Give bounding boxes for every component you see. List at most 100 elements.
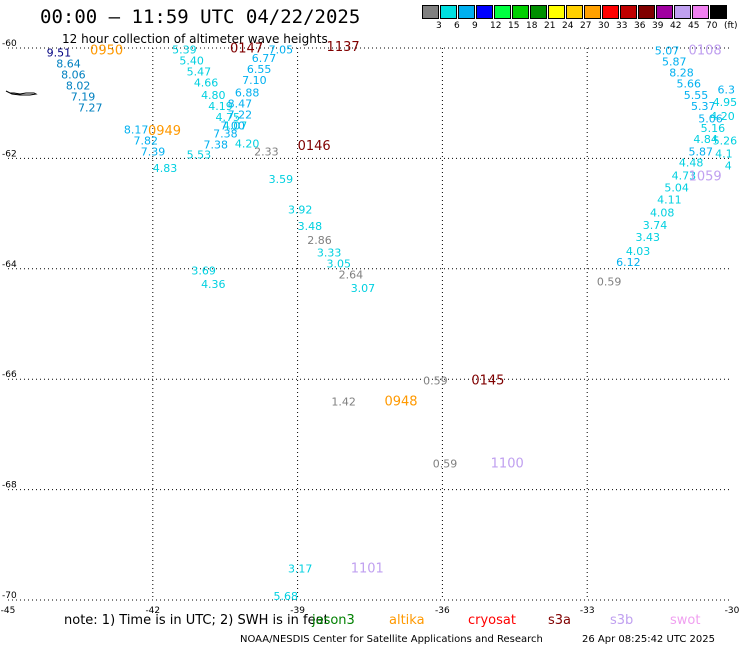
swh-value: 7.27 <box>78 101 103 114</box>
legend-label: 18 <box>526 21 538 31</box>
legend-swatch <box>458 5 475 19</box>
legend-label: 12 <box>490 21 502 31</box>
swh-value: 3.33 <box>317 247 342 260</box>
swh-value: 5.68 <box>273 590 298 603</box>
swh-value: 4.08 <box>650 206 675 219</box>
swh-value: 4.73 <box>672 169 697 182</box>
legend-label: 30 <box>598 21 610 31</box>
swh-value: 6.77 <box>252 52 277 65</box>
swh-value: 4.48 <box>679 157 704 170</box>
y-tick-label: -60 <box>2 39 17 49</box>
swh-value: 3.43 <box>635 231 660 244</box>
legend-swatches <box>422 5 728 19</box>
swh-value: 7.19 <box>71 90 96 103</box>
pass-time-label: 0146 <box>298 139 331 154</box>
swh-readings: 9.518.648.068.027.197.27 8.177.827.39 4.83… <box>47 44 738 603</box>
color-legend: 3 6 9 12 15 18 21 24 27 30 33 36 39 42 45 70 (ft) <box>422 5 738 33</box>
satellite-name: jason3 <box>312 613 355 628</box>
swh-value: 3.48 <box>298 220 323 233</box>
satellite-name: cryosat <box>468 613 516 628</box>
legend-label: 9 <box>472 21 478 31</box>
swh-value: 3.05 <box>327 258 352 271</box>
swh-value: 9.51 <box>47 46 72 59</box>
swh-value: 5.53 <box>187 148 212 161</box>
swh-value: 4.20 <box>235 137 260 150</box>
legend-label: 15 <box>508 21 520 31</box>
y-tick-label: -70 <box>2 591 17 601</box>
swh-value: 7.10 <box>242 74 266 87</box>
legend-label: 45 <box>688 21 700 31</box>
swh-value: 3.74 <box>643 219 668 232</box>
legend-swatch <box>440 5 457 19</box>
legend-swatch <box>584 5 601 19</box>
legend-swatch <box>656 5 673 19</box>
pass-time-label: 0950 <box>90 44 123 59</box>
x-tick-label: -36 <box>435 606 450 616</box>
legend-label: 21 <box>544 21 556 31</box>
coastline-island <box>5 90 38 96</box>
satellite-name: s3a <box>548 613 572 628</box>
legend-label: 39 <box>652 21 664 31</box>
legend-label: 24 <box>562 21 574 31</box>
pass-time-label: 0147 <box>230 41 263 56</box>
legend-swatch <box>638 5 655 19</box>
page-title: 00:00 – 11:59 UTC 04/22/2025 <box>40 6 361 28</box>
swh-value: 3.92 <box>288 204 313 217</box>
legend-label: 36 <box>634 21 646 31</box>
swh-value: 5.06 <box>698 113 723 126</box>
swh-value: 6.3 <box>718 83 736 96</box>
swh-value: 0.59 <box>433 458 458 471</box>
swh-value: 5.16 <box>701 122 726 135</box>
pass-time-label: 1101 <box>351 561 384 576</box>
swh-value: 5.47 <box>187 66 212 79</box>
swh-value: 7.38 <box>203 138 228 151</box>
legend-label: 70 <box>706 21 718 31</box>
legend-label: 33 <box>616 21 628 31</box>
legend-swatch <box>692 5 709 19</box>
swh-value: 4.83 <box>153 162 178 175</box>
legend-swatch <box>422 5 439 19</box>
pass-time-label: 0108 <box>689 44 722 59</box>
pass-time-label: 1100 <box>491 457 524 472</box>
swh-value: 3.69 <box>191 264 216 277</box>
pass-time-label: 0949 <box>148 124 181 139</box>
swh-value: 4 <box>725 159 732 172</box>
legend-swatch <box>620 5 637 19</box>
swh-value: 4.36 <box>201 278 226 291</box>
swh-value: 4.75 <box>216 111 241 124</box>
swh-value: 5.04 <box>664 182 689 195</box>
swh-value: 8.17 <box>124 124 149 137</box>
swh-value: 8.28 <box>669 67 694 80</box>
legend-swatch <box>602 5 619 19</box>
satellite-name: altika <box>389 613 425 628</box>
legend-swatch <box>530 5 547 19</box>
swh-value: 7.00 <box>220 120 245 133</box>
swh-value: 5.55 <box>684 89 709 102</box>
swh-value: 1.42 <box>331 396 356 409</box>
pass-time-label: 0145 <box>471 374 504 389</box>
pass-time-label: 1137 <box>327 40 360 55</box>
x-tick-label: -33 <box>580 606 595 616</box>
x-tick-label: -30 <box>725 606 740 616</box>
legend-label: 27 <box>580 21 592 31</box>
swh-value: 6.12 <box>616 256 641 269</box>
swh-value: 5.26 <box>713 135 738 148</box>
legend-swatch <box>512 5 529 19</box>
pass-time-label: 1059 <box>689 169 722 184</box>
swh-value: 3.59 <box>269 173 294 186</box>
y-tick-label: -64 <box>2 260 17 270</box>
swh-value: 8.06 <box>61 68 86 81</box>
legend-swatch <box>710 5 727 19</box>
swh-value: 4.84 <box>693 133 718 146</box>
swh-value: 3.07 <box>351 282 376 295</box>
swh-value: 5.87 <box>662 56 687 69</box>
legend-label: (ft) <box>724 21 738 31</box>
swh-value: 4.11 <box>657 194 682 207</box>
swh-value: 7.39 <box>141 146 166 159</box>
swh-value: 0.59 <box>423 375 448 388</box>
graticule <box>8 47 732 601</box>
swh-value: 4.66 <box>194 77 219 90</box>
y-tick-label: -68 <box>2 481 17 491</box>
swh-value: 7.05 <box>269 44 294 57</box>
legend-swatch <box>674 5 691 19</box>
